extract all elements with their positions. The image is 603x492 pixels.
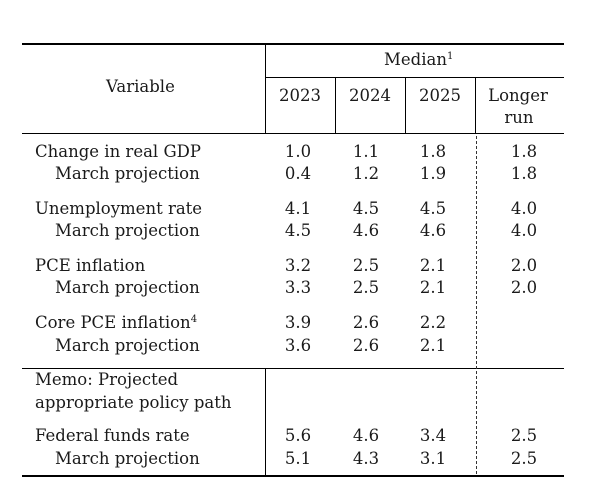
year-divider-3 (475, 77, 476, 134)
header-sub-rule (266, 77, 564, 78)
pce-2025: 2.1 (419, 256, 447, 275)
year-divider-1 (335, 77, 336, 134)
unemp-march-2025: 4.6 (419, 221, 447, 240)
core-2023: 3.9 (284, 313, 312, 332)
row-label-federal-funds-march: March projection (55, 449, 200, 468)
unemp-longer-run: 4.0 (510, 199, 538, 218)
variable-column-divider (265, 43, 266, 134)
unemp-march-2023: 4.5 (284, 221, 312, 240)
longer-run-header-line1: Longer (488, 86, 548, 105)
row-label-unemployment-march: March projection (55, 221, 200, 240)
year-2023-header: 2023 (279, 86, 321, 105)
unemp-march-2024: 4.6 (352, 221, 380, 240)
fed-2024: 4.6 (352, 426, 380, 445)
top-rule (22, 43, 564, 45)
unemp-2025: 4.5 (419, 199, 447, 218)
unemp-2023: 4.1 (284, 199, 312, 218)
gdp-march-2024: 1.2 (352, 164, 380, 183)
core-march-2025: 2.1 (419, 336, 447, 355)
row-label-core-pce: Core PCE inflation4 (35, 313, 197, 333)
bottom-rule (22, 475, 564, 477)
core-2024: 2.6 (352, 313, 380, 332)
gdp-longer-run: 1.8 (510, 142, 538, 161)
fed-2023: 5.6 (284, 426, 312, 445)
pce-march-2025: 2.1 (419, 278, 447, 297)
row-label-gdp: Change in real GDP (35, 142, 201, 161)
core-march-2023: 3.6 (284, 336, 312, 355)
fed-march-2025: 3.1 (419, 449, 447, 468)
memo-line-1: Memo: Projected (35, 370, 179, 389)
gdp-2023: 1.0 (284, 142, 312, 161)
year-2024-header: 2024 (349, 86, 391, 105)
fed-2025: 3.4 (419, 426, 447, 445)
fed-march-2023: 5.1 (284, 449, 312, 468)
longer-run-dashed-divider (476, 136, 477, 474)
core-pce-footnote: 4 (190, 314, 198, 325)
year-2025-header: 2025 (419, 86, 461, 105)
median-header: Median1 (384, 50, 453, 70)
gdp-2024: 1.1 (352, 142, 380, 161)
memo-rule (22, 368, 564, 369)
year-divider-2 (405, 77, 406, 134)
pce-march-2024: 2.5 (352, 278, 380, 297)
row-label-pce: PCE inflation (35, 256, 146, 275)
gdp-2025: 1.8 (419, 142, 447, 161)
variable-header: Variable (106, 77, 175, 96)
median-footnote: 1 (446, 51, 454, 62)
pce-march-2023: 3.3 (284, 278, 312, 297)
row-label-unemployment: Unemployment rate (35, 199, 203, 218)
gdp-march-longer-run: 1.8 (510, 164, 538, 183)
memo-column-divider (265, 368, 266, 476)
gdp-march-2023: 0.4 (284, 164, 312, 183)
fed-march-2024: 4.3 (352, 449, 380, 468)
pce-2023: 3.2 (284, 256, 312, 275)
pce-march-longer-run: 2.0 (510, 278, 538, 297)
median-label: Median (384, 50, 447, 69)
row-label-federal-funds: Federal funds rate (35, 426, 190, 445)
core-2025: 2.2 (419, 313, 447, 332)
unemp-march-longer-run: 4.0 (510, 221, 538, 240)
row-label-pce-march: March projection (55, 278, 200, 297)
row-label-core-pce-march: March projection (55, 336, 200, 355)
memo-line-2: appropriate policy path (35, 393, 232, 412)
core-pce-label-text: Core PCE inflation (35, 313, 191, 332)
row-label-gdp-march: March projection (55, 164, 200, 183)
fed-march-longer-run: 2.5 (510, 449, 538, 468)
pce-longer-run: 2.0 (510, 256, 538, 275)
pce-2024: 2.5 (352, 256, 380, 275)
fed-longer-run: 2.5 (510, 426, 538, 445)
header-bottom-rule (22, 133, 564, 134)
longer-run-header-line2: run (504, 108, 534, 127)
unemp-2024: 4.5 (352, 199, 380, 218)
core-march-2024: 2.6 (352, 336, 380, 355)
gdp-march-2025: 1.9 (419, 164, 447, 183)
